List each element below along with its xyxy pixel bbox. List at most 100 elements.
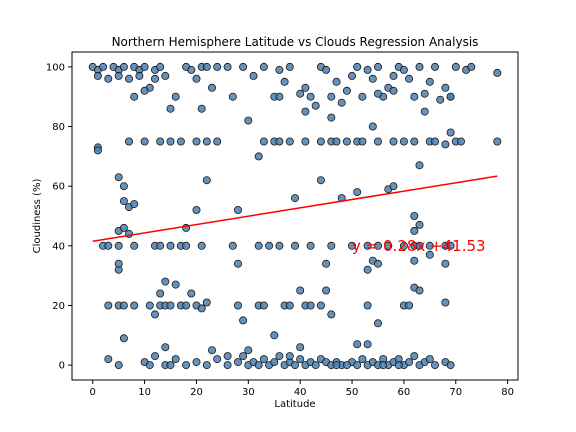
data-point — [389, 137, 398, 146]
y-tick-label: 80 — [52, 122, 65, 133]
data-point — [327, 241, 336, 250]
data-point — [228, 92, 237, 101]
data-point — [130, 301, 139, 310]
data-point — [410, 352, 419, 361]
data-point — [119, 182, 128, 191]
x-tick-label: 20 — [190, 387, 203, 398]
data-point — [415, 62, 424, 71]
data-point — [446, 92, 455, 101]
data-point — [140, 137, 149, 146]
data-point — [296, 355, 305, 364]
data-point — [301, 107, 310, 116]
data-point — [399, 65, 408, 74]
data-point — [119, 334, 128, 343]
data-point — [233, 358, 242, 367]
data-point — [342, 137, 351, 146]
data-point — [192, 74, 201, 83]
data-point — [197, 104, 206, 113]
data-point — [104, 74, 113, 83]
data-point — [425, 250, 434, 259]
data-point — [228, 241, 237, 250]
data-point — [119, 62, 128, 71]
data-point — [104, 301, 113, 310]
x-tick-label: 0 — [90, 387, 96, 398]
data-point — [363, 340, 372, 349]
data-point — [93, 146, 102, 155]
data-point — [342, 361, 351, 370]
data-point — [456, 137, 465, 146]
data-point — [223, 361, 232, 370]
data-point — [182, 361, 191, 370]
data-point — [353, 361, 362, 370]
y-axis-ticks: 0 20 40 60 80 100 — [46, 62, 72, 372]
data-point — [166, 104, 175, 113]
y-tick-label: 100 — [46, 62, 65, 73]
data-point — [410, 256, 419, 265]
data-point — [93, 71, 102, 80]
data-point — [425, 355, 434, 364]
data-point — [446, 128, 455, 137]
data-point — [145, 361, 154, 370]
data-point — [254, 361, 263, 370]
data-point — [156, 62, 165, 71]
data-point — [150, 310, 159, 319]
data-point — [425, 77, 434, 86]
data-point — [353, 62, 362, 71]
data-point — [430, 361, 439, 370]
data-point — [166, 361, 175, 370]
data-point — [285, 352, 294, 361]
data-point — [275, 137, 284, 146]
data-point — [244, 346, 253, 355]
data-point — [119, 197, 128, 206]
data-point — [280, 77, 289, 86]
data-point — [322, 65, 331, 74]
data-point — [322, 286, 331, 295]
data-point — [399, 137, 408, 146]
data-point — [259, 62, 268, 71]
data-point — [99, 62, 108, 71]
data-point — [202, 62, 211, 71]
data-point — [415, 220, 424, 229]
data-point — [285, 137, 294, 146]
data-point — [363, 301, 372, 310]
data-point — [233, 205, 242, 214]
data-point — [420, 89, 429, 98]
data-point — [363, 265, 372, 274]
data-point — [405, 358, 414, 367]
data-point — [114, 361, 123, 370]
data-point — [441, 140, 450, 149]
data-point — [410, 92, 419, 101]
x-tick-label: 70 — [449, 387, 462, 398]
data-point — [156, 241, 165, 250]
data-point — [202, 176, 211, 185]
data-point — [405, 74, 414, 83]
data-point — [389, 71, 398, 80]
data-point — [332, 361, 341, 370]
data-point — [368, 122, 377, 131]
data-point — [301, 83, 310, 92]
data-point — [244, 116, 253, 125]
data-point — [275, 241, 284, 250]
y-tick-label: 20 — [52, 301, 65, 312]
data-point — [363, 241, 372, 250]
data-point — [145, 301, 154, 310]
data-point — [316, 301, 325, 310]
data-point — [389, 86, 398, 95]
data-point — [394, 361, 403, 370]
data-point — [342, 86, 351, 95]
data-point — [166, 137, 175, 146]
data-point — [275, 65, 284, 74]
data-point — [135, 71, 144, 80]
data-point — [213, 62, 222, 71]
data-point — [161, 343, 170, 352]
data-point — [373, 137, 382, 146]
data-point — [358, 137, 367, 146]
data-point — [296, 286, 305, 295]
data-point — [125, 137, 134, 146]
data-point — [415, 161, 424, 170]
regression-layer: y = 0.28x +41.53 — [92, 175, 498, 255]
data-point — [171, 92, 180, 101]
data-point — [347, 71, 356, 80]
data-point — [213, 355, 222, 364]
